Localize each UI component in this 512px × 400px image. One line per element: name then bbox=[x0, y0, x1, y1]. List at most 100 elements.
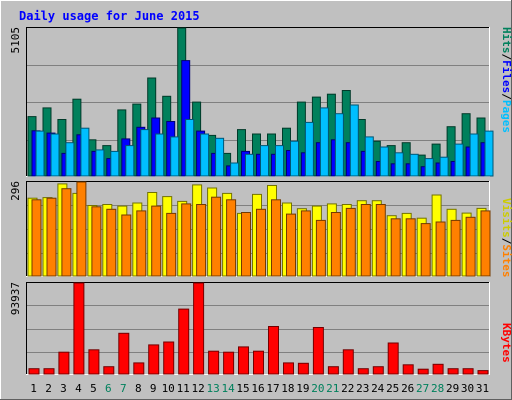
day-label-13: 13 bbox=[206, 382, 219, 395]
day-label-21: 21 bbox=[326, 382, 339, 395]
bar-kbytes-day-19 bbox=[297, 362, 309, 375]
bar-pages-day-7 bbox=[125, 145, 135, 177]
bar-sites-day-19 bbox=[300, 210, 311, 277]
bar-pages-day-26 bbox=[409, 153, 419, 177]
day-label-2: 2 bbox=[45, 382, 52, 395]
bar-pages-day-24 bbox=[379, 146, 389, 177]
bar-sites-day-29 bbox=[450, 219, 461, 277]
bar-pages-day-31 bbox=[484, 130, 494, 177]
bar-sites-day-25 bbox=[390, 218, 401, 277]
bar-sites-day-11 bbox=[181, 203, 192, 277]
bar-pages-day-14 bbox=[230, 162, 240, 177]
bar-sites-day-3 bbox=[61, 188, 72, 277]
legend-sites: Sites bbox=[500, 244, 512, 277]
bar-sites-day-28 bbox=[435, 221, 446, 277]
bar-pages-day-23 bbox=[364, 136, 374, 177]
bar-pages-day-19 bbox=[304, 121, 314, 177]
bar-sites-day-5 bbox=[91, 206, 102, 277]
legend-hits: Hits bbox=[500, 27, 512, 54]
day-label-1: 1 bbox=[30, 382, 37, 395]
bar-sites-day-10 bbox=[166, 212, 177, 277]
bar-kbytes-day-3 bbox=[58, 351, 70, 375]
bar-sites-day-15 bbox=[241, 212, 251, 277]
kbytes-axis-max-label: 93937 bbox=[9, 282, 22, 315]
day-label-7: 7 bbox=[120, 382, 127, 395]
day-label-9: 9 bbox=[150, 382, 157, 395]
bar-pages-day-22 bbox=[349, 104, 359, 177]
bar-kbytes-day-1 bbox=[28, 368, 40, 375]
day-label-16: 16 bbox=[251, 382, 264, 395]
bar-sites-day-16 bbox=[256, 208, 266, 277]
bar-pages-day-10 bbox=[170, 136, 180, 177]
day-label-14: 14 bbox=[221, 382, 235, 395]
bar-sites-day-22 bbox=[345, 207, 356, 277]
bar-kbytes-day-11 bbox=[178, 308, 190, 375]
bar-kbytes-day-14 bbox=[223, 351, 235, 375]
bar-sites-day-27 bbox=[420, 223, 431, 277]
legend-files: Files bbox=[500, 60, 512, 93]
bar-sites-day-20 bbox=[315, 219, 326, 277]
bar-sites-day-18 bbox=[286, 213, 296, 277]
bar-pages-day-20 bbox=[319, 107, 329, 177]
bar-sites-day-30 bbox=[465, 216, 476, 277]
day-label-12: 12 bbox=[191, 382, 204, 395]
day-label-19: 19 bbox=[296, 382, 309, 395]
day-label-29: 29 bbox=[446, 382, 459, 395]
bar-pages-day-29 bbox=[454, 143, 464, 177]
legend-pages: Pages bbox=[500, 100, 512, 133]
chart-title: Daily usage for June 2015 bbox=[19, 9, 200, 23]
day-label-6: 6 bbox=[105, 382, 112, 395]
bar-pages-day-25 bbox=[394, 152, 404, 177]
bar-sites-day-23 bbox=[360, 204, 371, 277]
day-label-11: 11 bbox=[177, 382, 190, 395]
bar-pages-day-15 bbox=[245, 153, 254, 177]
day-label-3: 3 bbox=[60, 382, 67, 395]
bar-pages-day-9 bbox=[155, 133, 165, 177]
bar-pages-day-18 bbox=[290, 140, 299, 177]
bar-pages-day-5 bbox=[95, 149, 105, 177]
bar-pages-day-6 bbox=[110, 150, 120, 177]
bar-sites-day-4 bbox=[76, 181, 87, 277]
day-label-20: 20 bbox=[311, 382, 324, 395]
hits-files-pages-panel bbox=[26, 27, 494, 177]
bar-pages-day-16 bbox=[260, 145, 269, 177]
bar-sites-day-2 bbox=[46, 197, 57, 277]
day-label-5: 5 bbox=[90, 382, 97, 395]
bar-kbytes-day-2 bbox=[43, 368, 55, 375]
visits-axis-max-label: 296 bbox=[9, 181, 22, 201]
bar-sites-day-31 bbox=[480, 210, 491, 277]
bar-sites-day-6 bbox=[106, 208, 117, 277]
bar-pages-day-11 bbox=[185, 119, 195, 177]
day-label-23: 23 bbox=[356, 382, 369, 395]
bar-sites-day-26 bbox=[405, 218, 416, 277]
bar-kbytes-day-5 bbox=[88, 349, 100, 375]
bar-kbytes-day-25 bbox=[387, 342, 399, 375]
bar-kbytes-day-24 bbox=[372, 366, 384, 375]
day-label-15: 15 bbox=[236, 382, 249, 395]
bar-kbytes-day-20 bbox=[312, 327, 324, 375]
bar-pages-day-17 bbox=[275, 145, 284, 177]
bar-kbytes-day-17 bbox=[268, 326, 279, 375]
day-label-28: 28 bbox=[431, 382, 444, 395]
bar-kbytes-day-10 bbox=[163, 341, 175, 375]
day-label-31: 31 bbox=[476, 382, 489, 395]
bar-kbytes-day-27 bbox=[417, 368, 429, 375]
bar-pages-day-12 bbox=[200, 133, 210, 177]
bar-kbytes-day-9 bbox=[148, 344, 160, 375]
bar-sites-day-8 bbox=[136, 210, 147, 277]
day-label-22: 22 bbox=[341, 382, 354, 395]
day-label-18: 18 bbox=[281, 382, 294, 395]
bar-pages-day-4 bbox=[80, 127, 90, 177]
bar-kbytes-day-28 bbox=[432, 363, 444, 375]
visits-sites-panel bbox=[26, 181, 491, 277]
bar-kbytes-day-13 bbox=[208, 350, 220, 375]
bar-sites-day-7 bbox=[121, 214, 132, 277]
bar-pages-day-1 bbox=[35, 130, 45, 177]
bar-sites-day-1 bbox=[31, 199, 42, 277]
bar-pages-day-28 bbox=[439, 156, 449, 177]
day-label-27: 27 bbox=[416, 382, 429, 395]
bar-pages-day-27 bbox=[424, 158, 434, 177]
day-axis-labels: 1 2 3 4 5 6 7 8 9 10 11 12 13 14 15 16 17 18 19 20 21 22 23 24 2… bbox=[30, 382, 489, 395]
bar-kbytes-day-15 bbox=[238, 346, 249, 375]
